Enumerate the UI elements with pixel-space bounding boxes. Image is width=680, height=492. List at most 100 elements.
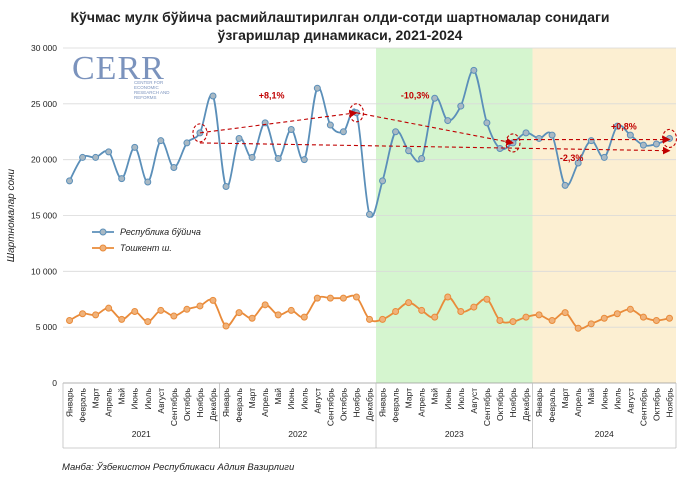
- data-point-s0-43: [626, 131, 634, 139]
- data-point-s0-42: [613, 122, 621, 130]
- highlight-ellipse-0: [192, 123, 208, 143]
- data-point-s0-12: [222, 182, 230, 190]
- x-month-label: Декабрь: [521, 387, 531, 421]
- x-month-label: Декабрь: [208, 387, 218, 421]
- y-tick-label: 10 000: [31, 266, 57, 276]
- year-label: 2023: [445, 429, 464, 439]
- trend-arrow-1: [356, 112, 515, 146]
- source-note: Манба: Ўзбекистон Республикаси Адлия Ваз…: [62, 462, 295, 473]
- year-label: 2024: [595, 429, 614, 439]
- x-month-label: Май: [273, 388, 283, 405]
- x-month-label: Февраль: [234, 387, 244, 422]
- x-month-label: Ноябрь: [195, 387, 205, 417]
- annotation-label: +0,8%: [611, 122, 637, 132]
- data-point-s0-5: [131, 143, 139, 151]
- x-month-label: Июнь: [286, 387, 296, 409]
- x-month-label: Февраль: [391, 387, 401, 422]
- data-point-s1-11: [209, 296, 217, 304]
- data-point-s1-25: [392, 308, 400, 316]
- x-month-label: Январь: [221, 387, 231, 417]
- data-point-s1-24: [379, 315, 387, 323]
- data-point-s1-40: [587, 320, 595, 328]
- data-point-s0-16: [274, 155, 282, 163]
- y-tick-label: 5 000: [36, 322, 58, 332]
- x-month-label: Апрель: [417, 387, 427, 416]
- data-point-s1-35: [522, 313, 530, 321]
- data-point-s0-6: [144, 178, 152, 186]
- y-tick-label: 30 000: [31, 43, 57, 53]
- chart-title: Кўчмас мулк бўйича расмийлаштирилган олд…: [0, 8, 680, 44]
- x-month-label: Декабрь: [365, 387, 375, 421]
- data-point-s1-21: [339, 294, 347, 302]
- legend-label: Тошкент ш.: [120, 243, 172, 253]
- data-point-s0-8: [170, 163, 178, 171]
- data-point-s0-11: [209, 92, 217, 100]
- data-point-s0-26: [405, 147, 413, 155]
- data-point-s1-36: [535, 311, 543, 319]
- data-point-s0-4: [118, 175, 126, 183]
- data-point-s1-5: [131, 308, 139, 316]
- data-point-s1-16: [274, 311, 282, 319]
- data-point-s1-12: [222, 322, 230, 330]
- data-point-s1-42: [613, 310, 621, 318]
- x-month-label: Май: [586, 388, 596, 405]
- data-point-s1-14: [248, 314, 256, 322]
- trend-arrow-2: [199, 142, 671, 155]
- x-month-label: Ноябрь: [508, 387, 518, 417]
- data-point-s1-37: [548, 316, 556, 324]
- x-month-label: Апрель: [260, 387, 270, 416]
- x-month-label: Апрель: [573, 387, 583, 416]
- data-point-s1-33: [496, 316, 504, 324]
- x-month-label: Июль: [612, 387, 622, 409]
- data-point-s1-9: [183, 305, 191, 313]
- data-point-s1-10: [196, 302, 204, 310]
- data-point-s0-46: [665, 134, 673, 142]
- x-month-label: Май: [117, 388, 127, 405]
- data-point-s1-46: [665, 314, 673, 322]
- data-point-s1-17: [287, 306, 295, 314]
- x-month-label: Ноябрь: [351, 387, 361, 417]
- x-month-label: Июнь: [599, 387, 609, 409]
- legend-marker-0: [99, 228, 107, 236]
- data-point-s1-22: [352, 293, 360, 301]
- data-point-s0-21: [339, 128, 347, 136]
- annotation-label: -2,3%: [560, 153, 584, 163]
- x-month-label: Октябрь: [338, 387, 348, 421]
- data-point-s0-33: [496, 145, 504, 152]
- x-month-label: Август: [469, 388, 479, 414]
- data-point-s0-9: [183, 139, 191, 147]
- data-point-s0-32: [483, 119, 491, 127]
- x-month-label: Август: [312, 388, 322, 414]
- x-month-label: Сентябрь: [169, 387, 179, 426]
- data-point-s1-2: [92, 311, 100, 319]
- x-month-label: Сентябрь: [325, 387, 335, 426]
- data-point-s1-45: [652, 316, 660, 324]
- x-month-label: Июль: [456, 387, 466, 409]
- legend-marker-1: [99, 244, 107, 252]
- chart-title-line2: ўзгаришлар динамикаси, 2021-2024: [217, 27, 463, 43]
- data-point-s1-8: [170, 312, 178, 320]
- y-tick-label: 20 000: [31, 155, 57, 165]
- data-point-s1-4: [118, 315, 126, 323]
- data-point-s0-17: [287, 126, 295, 134]
- data-point-s0-35: [522, 129, 530, 137]
- data-point-s0-44: [639, 141, 647, 149]
- x-month-label: Ноябрь: [664, 387, 674, 417]
- data-point-s1-43: [626, 305, 634, 313]
- data-point-s0-18: [300, 156, 308, 164]
- x-month-label: Февраль: [547, 387, 557, 422]
- x-month-label: Июнь: [443, 387, 453, 409]
- x-month-label: Июль: [299, 387, 309, 409]
- y-tick-label: 25 000: [31, 99, 57, 109]
- data-point-s0-39: [574, 159, 582, 167]
- data-point-s1-27: [418, 306, 426, 314]
- data-point-s0-27: [418, 155, 426, 163]
- data-point-s1-0: [66, 316, 74, 324]
- data-point-s1-13: [235, 309, 243, 317]
- data-point-s0-14: [248, 153, 256, 161]
- data-point-s1-32: [483, 295, 491, 303]
- x-month-label: Апрель: [104, 387, 114, 416]
- x-month-label: Сентябрь: [638, 387, 648, 426]
- data-point-s1-34: [509, 318, 517, 326]
- logo-text: CERR: [72, 50, 165, 87]
